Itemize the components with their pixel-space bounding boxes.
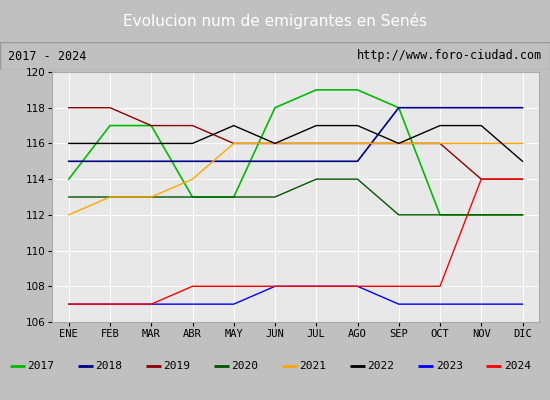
Text: 2020: 2020: [232, 361, 258, 371]
Text: Evolucion num de emigrantes en Senés: Evolucion num de emigrantes en Senés: [123, 13, 427, 29]
Text: 2021: 2021: [300, 361, 327, 371]
Text: 2018: 2018: [95, 361, 122, 371]
Text: 2022: 2022: [367, 361, 394, 371]
Text: 2017: 2017: [28, 361, 54, 371]
Text: http://www.foro-ciudad.com: http://www.foro-ciudad.com: [356, 50, 542, 62]
Text: 2017 - 2024: 2017 - 2024: [8, 50, 87, 62]
Text: 2023: 2023: [436, 361, 463, 371]
Text: 2019: 2019: [163, 361, 190, 371]
Text: 2024: 2024: [504, 361, 531, 371]
